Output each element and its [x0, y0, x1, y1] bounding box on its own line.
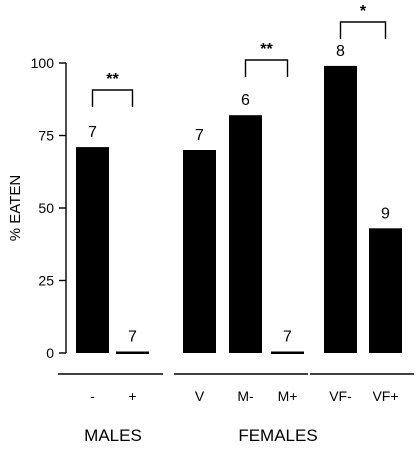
- y-tick-label: 50: [38, 200, 54, 216]
- y-axis: 0 25 50 75 100: [31, 55, 67, 361]
- category-label: VF-: [329, 388, 352, 404]
- bar-count-label: 8: [336, 43, 345, 60]
- group-label: MALES: [84, 426, 142, 445]
- significance-bracket: [339, 21, 387, 39]
- y-axis-title: % EATEN: [7, 175, 24, 241]
- bar-count-label: 7: [195, 127, 204, 144]
- category-label: M-: [237, 388, 254, 404]
- bar-count-label: 9: [381, 205, 390, 222]
- bar-count-label: 6: [241, 92, 250, 109]
- significance-bracket: [244, 59, 289, 77]
- category-labels: - + V M- M+ VF- VF+: [90, 388, 398, 404]
- bar: [76, 147, 109, 353]
- category-label: VF+: [372, 388, 398, 404]
- significance-label: **: [106, 71, 119, 88]
- significance-bracket: [91, 89, 134, 107]
- significance-label: **: [260, 41, 273, 58]
- category-label: -: [90, 388, 95, 404]
- y-tick-label: 75: [38, 128, 54, 144]
- category-label: V: [195, 388, 205, 404]
- bar: [271, 351, 304, 354]
- bar: [183, 150, 216, 353]
- significance-label: *: [360, 3, 367, 20]
- significance-brackets: *****: [91, 3, 387, 107]
- bar: [324, 65, 357, 354]
- bar: [229, 115, 262, 353]
- category-label: +: [128, 388, 136, 404]
- bars: [76, 65, 402, 354]
- y-tick-label: 0: [46, 345, 54, 361]
- group-label: FEMALES: [238, 426, 317, 445]
- group-labels: MALES FEMALES: [84, 426, 318, 445]
- bar-count-label: 7: [128, 329, 137, 346]
- category-label: M+: [278, 388, 298, 404]
- bar: [369, 228, 402, 353]
- bar-count-label: 7: [88, 124, 97, 141]
- bar-count-labels: 7 7 7 6 7 8 9: [88, 43, 390, 346]
- bar: [116, 351, 149, 354]
- y-tick-label: 25: [38, 273, 54, 289]
- bar-count-label: 7: [283, 329, 292, 346]
- y-tick-label: 100: [31, 55, 55, 71]
